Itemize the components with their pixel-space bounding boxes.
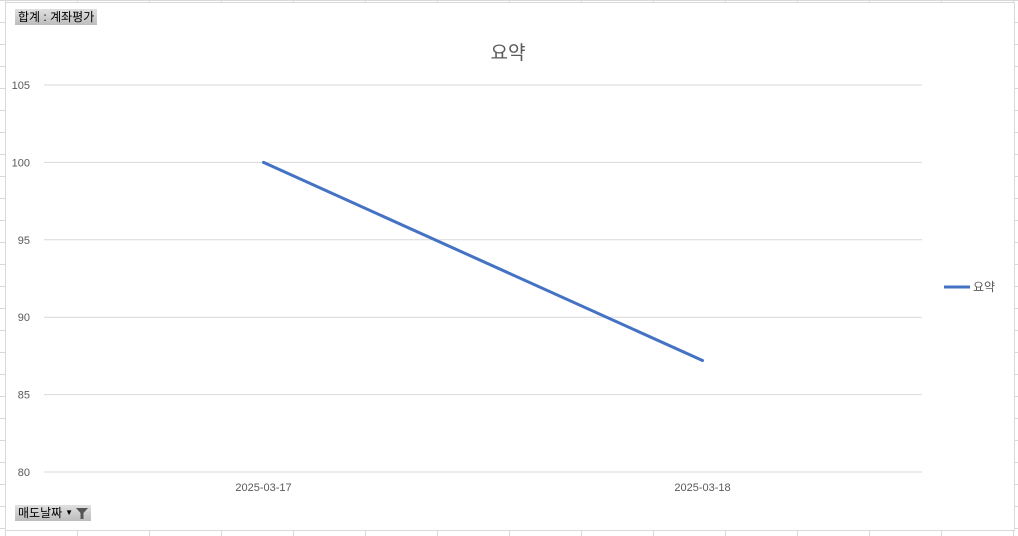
axis-field-label: 매도날짜 bbox=[18, 506, 63, 520]
y-tick-label: 100 bbox=[12, 157, 30, 169]
y-tick-label: 90 bbox=[18, 312, 30, 324]
y-tick-label: 85 bbox=[18, 390, 30, 402]
x-tick-label: 2025-03-18 bbox=[674, 482, 730, 494]
x-tick-label: 2025-03-17 bbox=[235, 482, 291, 494]
data-point[interactable] bbox=[262, 160, 265, 164]
axis-field-button[interactable]: 매도날짜 ▼ bbox=[15, 505, 92, 521]
dropdown-arrow-icon[interactable]: ▼ bbox=[65, 508, 74, 517]
legend-label[interactable]: 요약 bbox=[973, 279, 995, 294]
y-tick-label: 95 bbox=[18, 235, 30, 247]
y-tick-label: 105 bbox=[12, 80, 30, 92]
filter-icon[interactable] bbox=[76, 507, 89, 519]
chart-title: 요약 bbox=[491, 42, 526, 64]
y-tick-label: 80 bbox=[18, 467, 30, 479]
series-line[interactable] bbox=[262, 161, 704, 362]
pivot-chart[interactable] bbox=[5, 2, 1015, 531]
data-point[interactable] bbox=[701, 359, 704, 363]
value-field-button[interactable]: 합계 : 계좌평가 bbox=[15, 9, 98, 25]
